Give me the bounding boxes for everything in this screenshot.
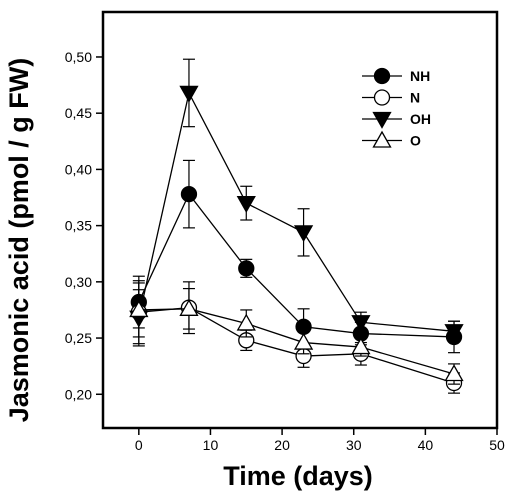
data-point-o — [293, 332, 314, 350]
y-tick-label: 0,35 — [65, 218, 92, 234]
data-point-o — [179, 299, 199, 316]
x-axis-title: Time (days) — [223, 461, 373, 491]
data-point-oh — [179, 85, 199, 103]
x-tick-label: 30 — [346, 437, 362, 453]
legend-marker-o — [372, 130, 392, 148]
data-point-o — [351, 337, 371, 355]
legend-label-nh: NH — [410, 68, 430, 84]
legend-label-o: O — [410, 133, 421, 149]
series-line-oh — [138, 91, 455, 332]
y-tick-label: 0,45 — [65, 105, 92, 121]
plot-frame — [101, 10, 499, 430]
y-axis-title: Jasmonic acid (pmol / g FW) — [4, 58, 34, 423]
x-tick-label: 40 — [418, 437, 434, 453]
x-tick-label: 20 — [274, 437, 290, 453]
data-point-oh — [351, 315, 371, 333]
legend-marker-oh — [372, 111, 392, 129]
data-point-nh — [238, 260, 255, 277]
data-point-o — [129, 300, 149, 318]
legend-marker-n — [373, 89, 391, 106]
legend-marker-nh — [373, 67, 391, 85]
series-line-o — [138, 308, 455, 375]
data-point-oh — [444, 324, 464, 342]
legend-item-o: O — [362, 130, 421, 149]
series-line-nh — [138, 192, 455, 338]
data-point-o — [444, 364, 464, 382]
series-nh — [130, 159, 463, 354]
series-o — [129, 282, 464, 385]
legend-label-n: N — [410, 90, 420, 106]
y-tick-label: 0,30 — [65, 274, 92, 290]
legend-item-nh: NH — [362, 67, 430, 85]
data-point-oh — [293, 225, 314, 243]
series-n — [130, 280, 463, 394]
data-point-nh — [180, 185, 198, 203]
data-point-oh — [236, 195, 256, 213]
y-tick-label: 0,25 — [65, 330, 92, 346]
legend-item-n: N — [362, 89, 420, 106]
legend-label-oh: OH — [410, 111, 431, 127]
legend-item-oh: OH — [362, 111, 431, 129]
x-tick-label: 10 — [203, 437, 219, 453]
x-tick-label: 0 — [135, 437, 143, 453]
y-tick-label: 0,50 — [65, 49, 92, 65]
x-tick-label: 50 — [489, 437, 505, 453]
y-tick-label: 0,40 — [65, 161, 92, 177]
y-tick-label: 0,20 — [65, 386, 92, 402]
data-point-o — [236, 313, 256, 331]
